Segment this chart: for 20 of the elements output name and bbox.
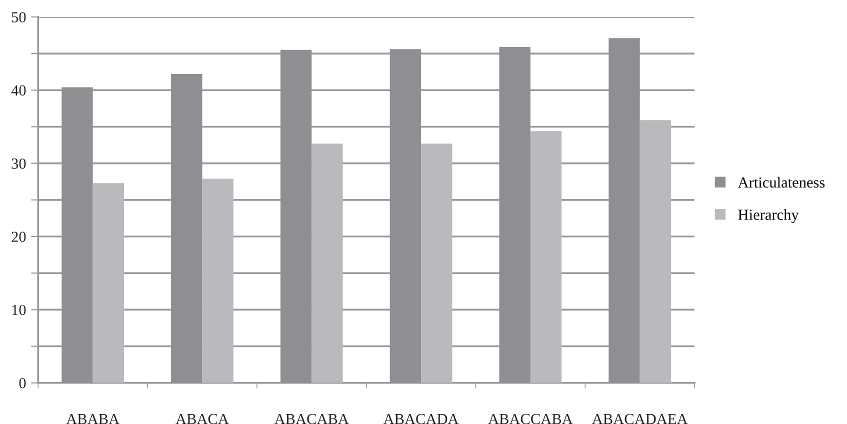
bar <box>312 144 343 383</box>
legend-label: Articulateness <box>738 176 825 188</box>
bar <box>92 183 124 383</box>
y-tick-label: 0 <box>19 378 26 388</box>
x-tick-label: ABABA <box>66 414 120 424</box>
legend-label: Hierarchy <box>738 209 799 224</box>
y-tick-label: 30 <box>12 158 26 169</box>
bar <box>640 120 672 383</box>
y-tick-label: 20 <box>12 232 26 242</box>
bar <box>530 131 562 383</box>
y-tick-label: 40 <box>11 85 26 96</box>
bar <box>421 144 452 383</box>
y-tick-label: 50 <box>12 12 26 22</box>
x-tick-label: ABACABA <box>274 414 349 424</box>
x-tick-label: ABACCABA <box>488 414 573 424</box>
y-tick-label: 10 <box>12 304 26 316</box>
x-tick-label: ABACADA <box>383 414 459 424</box>
x-tick-label: ABACADAEA <box>592 414 688 424</box>
x-tick-label: ABACA <box>176 414 229 424</box>
bar <box>202 178 234 383</box>
